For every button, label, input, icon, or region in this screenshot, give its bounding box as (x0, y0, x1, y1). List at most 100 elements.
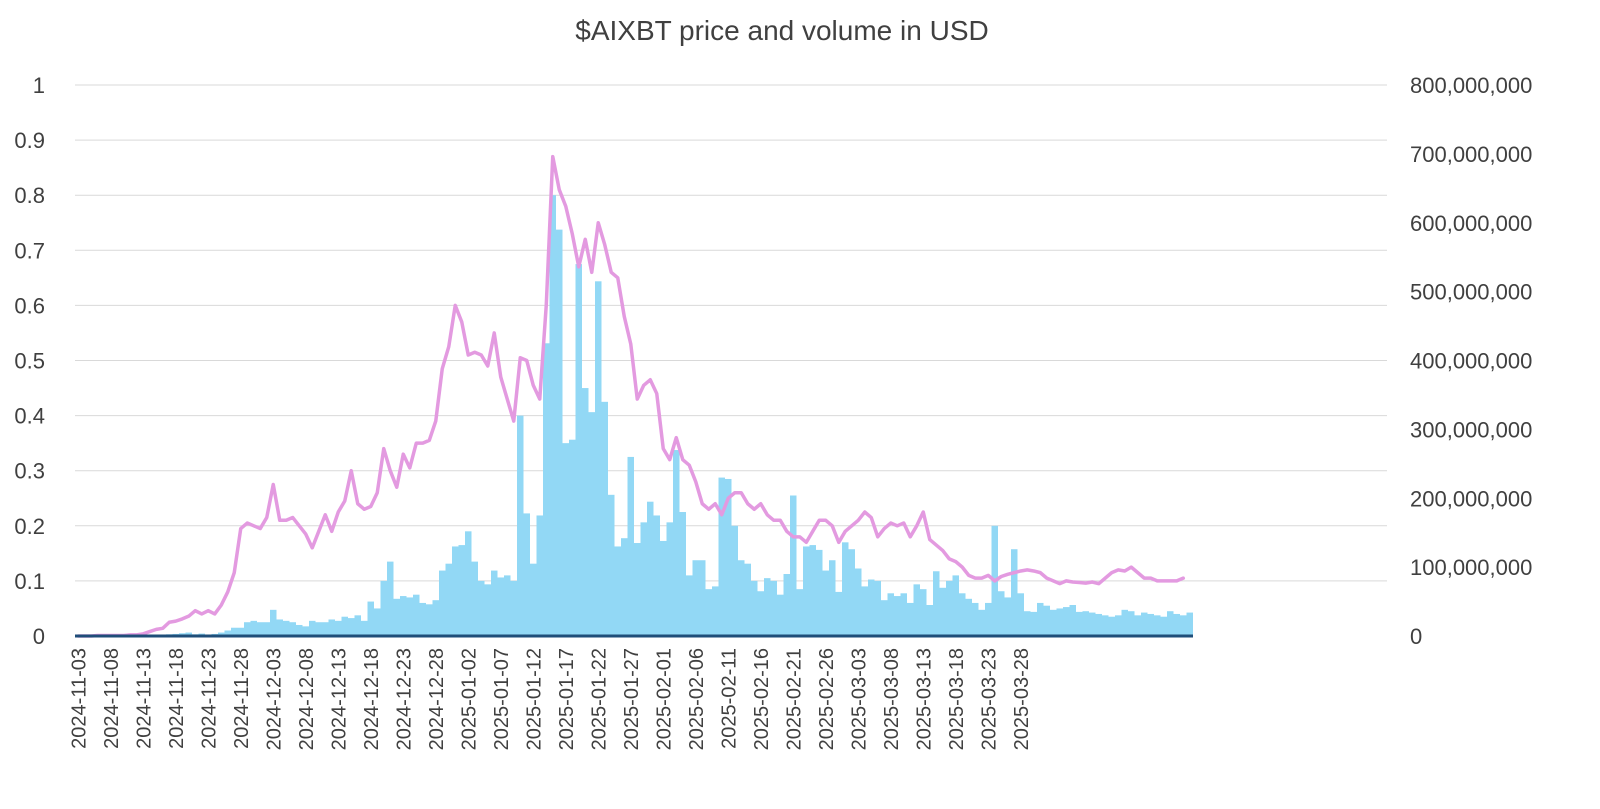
volume-bar (400, 596, 407, 636)
price-line-layer (76, 154, 1185, 638)
volume-bar (848, 549, 855, 636)
x-tick-label: 2024-11-28 (231, 648, 253, 749)
volume-bar (770, 580, 777, 636)
volume-bar (686, 575, 693, 636)
gridlines (75, 84, 1387, 582)
volume-bar (816, 549, 823, 636)
volume-bar (900, 593, 907, 636)
volume-bar (335, 620, 342, 636)
volume-bar (1186, 612, 1193, 636)
volume-bar (1128, 611, 1135, 636)
left-y-tick-label: 0 (33, 624, 45, 649)
x-tick-label: 2025-02-01 (653, 648, 675, 750)
volume-bar (855, 568, 862, 636)
x-tick-label: 2024-12-08 (296, 648, 318, 750)
volume-bar (549, 195, 556, 636)
volume-bar (1017, 593, 1024, 636)
volume-bar (634, 543, 641, 636)
volume-bar (1095, 613, 1102, 636)
volume-bar (881, 600, 888, 636)
volume-bar (660, 540, 667, 636)
volume-bar (1056, 608, 1063, 636)
volume-bar (907, 602, 914, 636)
volume-bar (614, 546, 621, 636)
x-tick-label: 2024-12-23 (393, 648, 415, 750)
volume-bar (874, 580, 881, 636)
volume-bar (965, 598, 972, 636)
volume-bar (393, 598, 400, 636)
volume-bar (1063, 607, 1070, 636)
volume-bar (985, 602, 992, 636)
volume-bar (270, 609, 277, 636)
right-y-axis: 0 100,000,000 200,000,000 300,000,000 400,00… (1410, 73, 1532, 649)
left-y-tick-label: 0.7 (14, 238, 45, 263)
volume-bar (699, 560, 706, 636)
volume-bar (640, 522, 647, 636)
volume-bar (692, 560, 699, 636)
volume-bar (926, 605, 933, 636)
volume-bar (224, 630, 231, 636)
x-tick-label: 2025-03-18 (946, 648, 968, 750)
volume-bar (523, 513, 530, 636)
volume-bar (608, 494, 615, 636)
x-tick-label: 2025-01-07 (491, 648, 513, 750)
left-y-axis: 0 0.1 0.2 0.3 0.4 0.5 0.6 0.7 0.8 0.9 1 (14, 73, 45, 649)
volume-bar (595, 281, 602, 636)
volume-bar (374, 608, 381, 636)
volume-bar (263, 622, 270, 636)
volume-bar (783, 574, 790, 636)
volume-bar (283, 620, 290, 636)
volume-bar (387, 561, 394, 636)
volume-bar (751, 580, 758, 636)
volume-bar (517, 415, 524, 636)
x-tick-label: 2024-11-18 (166, 648, 188, 749)
volume-bar (341, 616, 348, 636)
volume-bar (653, 515, 660, 636)
x-axis-tick-labels: 2024-11-03 2024-11-08 2024-11-13 2024-11-18… (68, 648, 1033, 750)
volume-bar (946, 580, 953, 636)
volume-bar (562, 443, 569, 636)
volume-bar (718, 477, 725, 636)
right-y-tick-label: 300,000,000 (1410, 417, 1532, 442)
volume-bar (913, 584, 920, 636)
volume-bar (705, 589, 712, 636)
x-tick-label: 2024-11-13 (133, 648, 155, 749)
volume-bar (380, 580, 387, 636)
volume-bar (471, 561, 478, 636)
volume-bar (309, 620, 316, 636)
volume-bar (439, 570, 446, 636)
volume-bar (757, 591, 764, 636)
volume-bar (185, 632, 192, 636)
x-tick-label: 2024-12-18 (361, 648, 383, 750)
x-tick-label: 2025-01-22 (588, 648, 610, 750)
x-tick-label: 2025-03-23 (978, 648, 1000, 750)
volume-bar (731, 525, 738, 636)
x-tick-label: 2025-02-21 (783, 648, 805, 750)
volume-bar (289, 622, 296, 636)
left-y-tick-label: 0.4 (14, 404, 45, 429)
right-y-tick-label: 800,000,000 (1410, 73, 1532, 98)
volume-bar (244, 622, 251, 636)
volume-bar (679, 512, 686, 636)
volume-bar (367, 601, 374, 636)
volume-bar (1121, 609, 1128, 636)
left-y-tick-label: 0.5 (14, 349, 45, 374)
volume-bar (413, 594, 420, 636)
volume-bar (933, 571, 940, 636)
volume-bar (582, 388, 589, 636)
volume-bar (894, 596, 901, 636)
volume-bar (426, 604, 433, 636)
volume-bar (803, 546, 810, 636)
x-tick-label: 2024-11-23 (198, 648, 220, 749)
volume-bar (829, 560, 836, 636)
x-tick-label: 2025-03-08 (881, 648, 903, 750)
volume-bar (1050, 609, 1057, 636)
volume-bar (348, 618, 355, 636)
volume-bar (510, 580, 517, 636)
volume-bar (725, 478, 732, 636)
right-y-tick-label: 0 (1410, 624, 1422, 649)
volume-bar (601, 401, 608, 636)
volume-bar (666, 522, 673, 636)
volume-bar (1108, 616, 1115, 636)
volume-bar (712, 586, 719, 636)
